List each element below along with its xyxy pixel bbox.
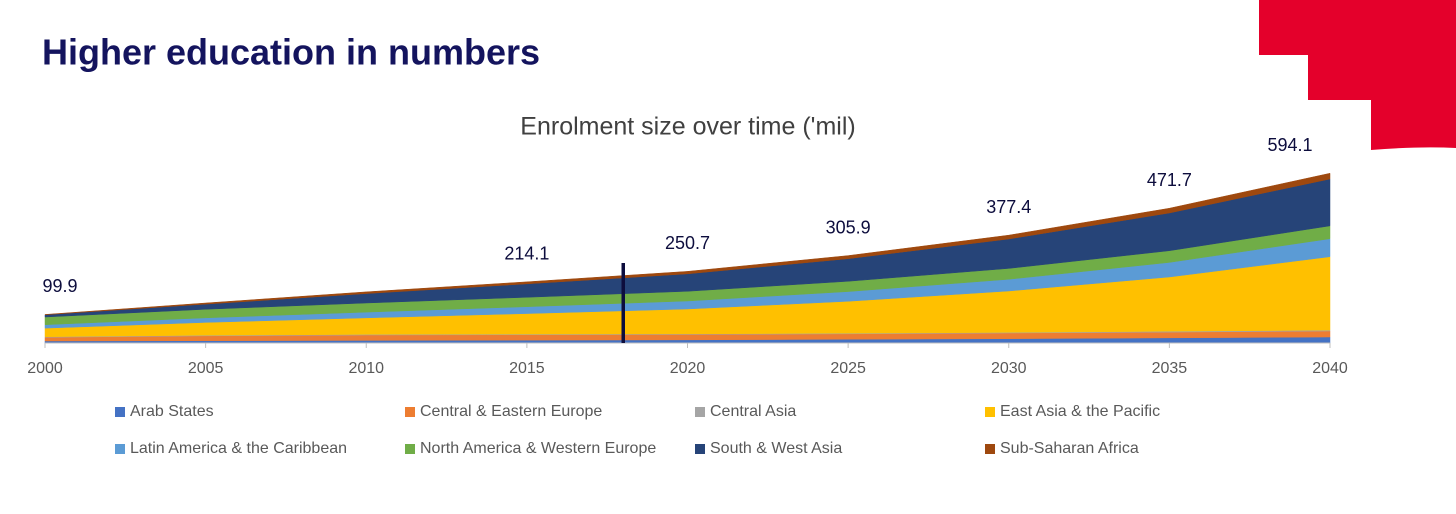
legend-swatch: [695, 407, 705, 417]
legend-swatch: [405, 444, 415, 454]
legend-label: Sub-Saharan Africa: [1000, 440, 1139, 457]
total-label: 250.7: [665, 233, 710, 253]
legend-label: South & West Asia: [710, 440, 842, 457]
total-label: 99.9: [42, 276, 77, 296]
x-tick-label: 2005: [188, 360, 224, 377]
x-tick-label: 2025: [830, 360, 866, 377]
total-label: 305.9: [826, 217, 871, 237]
x-tick-label: 2020: [670, 360, 706, 377]
legend-label: Central & Eastern Europe: [420, 403, 602, 420]
total-label: 377.4: [986, 197, 1031, 217]
legend-swatch: [405, 407, 415, 417]
x-tick-label: 2030: [991, 360, 1027, 377]
x-tick-label: 2035: [1152, 360, 1188, 377]
legend-swatch: [695, 444, 705, 454]
legend-swatch: [115, 407, 125, 417]
x-tick-label: 2010: [348, 360, 384, 377]
brand-shape: [1259, 0, 1456, 150]
legend-label: East Asia & the Pacific: [1000, 403, 1160, 420]
legend-label: Central Asia: [710, 403, 796, 420]
page-title: Higher education in numbers: [42, 32, 540, 73]
chart-title: Enrolment size over time ('mil): [520, 113, 855, 141]
legend-label: North America & Western Europe: [420, 440, 656, 457]
x-tick-label: 2015: [509, 360, 545, 377]
legend-swatch: [115, 444, 125, 454]
legend-swatch: [985, 444, 995, 454]
legend-label: Latin America & the Caribbean: [130, 440, 347, 457]
total-label: 594.1: [1267, 135, 1312, 155]
total-label: 214.1: [504, 244, 549, 264]
x-tick-label: 2000: [27, 360, 63, 377]
area: [44, 172, 1331, 316]
legend-label: Arab States: [130, 403, 214, 420]
legend-swatch: [985, 407, 995, 417]
x-tick-label: 2040: [1312, 360, 1348, 377]
total-label: 471.7: [1147, 170, 1192, 190]
